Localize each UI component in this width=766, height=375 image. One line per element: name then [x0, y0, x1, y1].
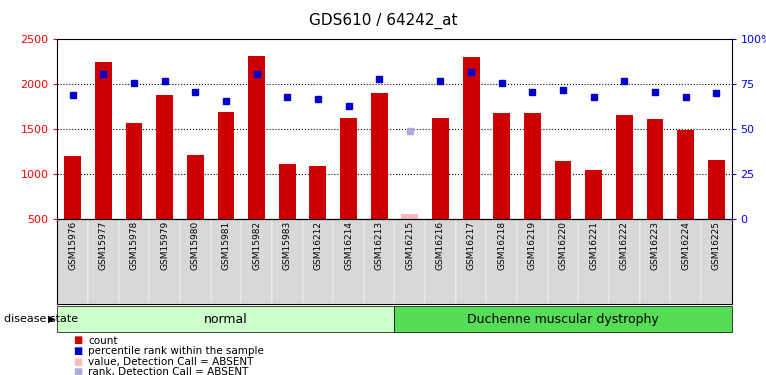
Text: percentile rank within the sample: percentile rank within the sample [88, 346, 264, 356]
Bar [585, 170, 602, 219]
Text: count: count [88, 336, 118, 345]
Text: ■: ■ [73, 367, 82, 375]
Bar [64, 156, 81, 219]
Bar [95, 62, 112, 219]
Bar [156, 95, 173, 219]
Text: GDS610 / 64242_at: GDS610 / 64242_at [309, 13, 457, 29]
Bar [187, 156, 204, 219]
Text: Duchenne muscular dystrophy: Duchenne muscular dystrophy [467, 313, 659, 326]
Text: ■: ■ [73, 357, 82, 366]
Bar [371, 93, 388, 219]
Bar [708, 160, 725, 219]
Bar [340, 118, 357, 219]
Bar [463, 57, 480, 219]
Text: ■: ■ [73, 346, 82, 356]
Text: value, Detection Call = ABSENT: value, Detection Call = ABSENT [88, 357, 254, 366]
Bar [555, 161, 571, 219]
Bar [126, 123, 142, 219]
Bar [248, 57, 265, 219]
Text: ▶: ▶ [47, 314, 55, 324]
Bar [218, 112, 234, 219]
Text: disease state: disease state [4, 314, 78, 324]
Bar [493, 113, 510, 219]
Text: rank, Detection Call = ABSENT: rank, Detection Call = ABSENT [88, 367, 248, 375]
Bar [401, 214, 418, 219]
Bar [432, 118, 449, 219]
Bar [279, 165, 296, 219]
Bar [524, 113, 541, 219]
Text: ■: ■ [73, 336, 82, 345]
Bar [309, 166, 326, 219]
Bar [677, 130, 694, 219]
Bar [647, 118, 663, 219]
Bar [616, 115, 633, 219]
Text: normal: normal [204, 313, 248, 326]
